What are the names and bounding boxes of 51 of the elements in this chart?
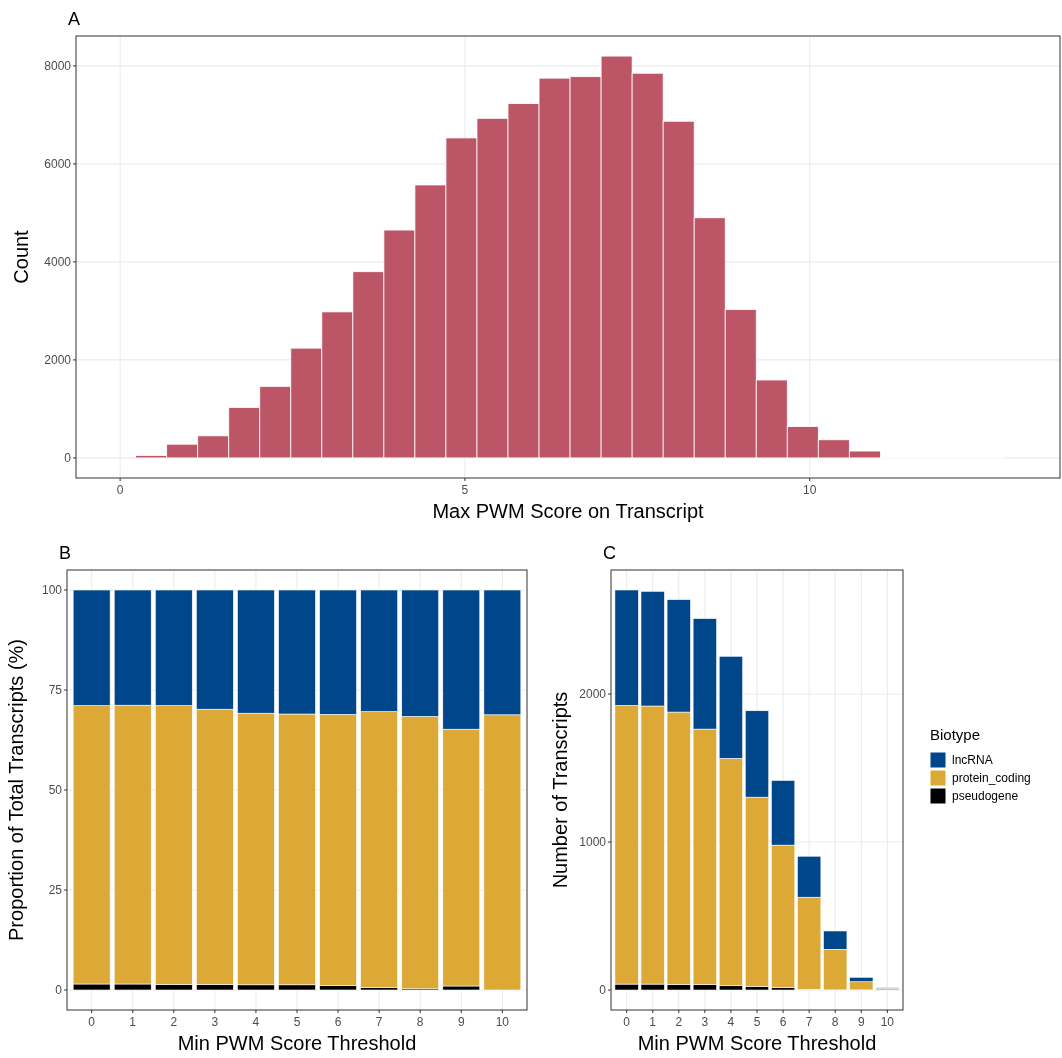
x-tick-label: 8 xyxy=(416,1015,424,1029)
x-tick-label: 8 xyxy=(831,1015,839,1029)
x-tick-label: 0 xyxy=(116,483,124,497)
y-tick-label: 2000 xyxy=(44,353,72,368)
x-tick-label: 1 xyxy=(129,1015,137,1029)
x-tick-label: 5 xyxy=(753,1015,761,1029)
y-tick-label: 75 xyxy=(48,683,63,698)
x-tick-label: 6 xyxy=(334,1015,342,1029)
x-tick-label: 5 xyxy=(293,1015,301,1029)
y-axis-title: Number of Transcripts xyxy=(549,691,571,889)
x-tick-label: 5 xyxy=(461,483,469,497)
y-axis-title: Count xyxy=(10,229,32,284)
x-tick-label: 9 xyxy=(857,1015,865,1029)
x-tick-label: 10 xyxy=(880,1015,895,1029)
y-tick-label: 1000 xyxy=(579,835,607,850)
y-tick-label: 6000 xyxy=(44,157,72,172)
x-tick-label: 10 xyxy=(495,1015,510,1029)
x-axis-title: Min PWM Score Threshold xyxy=(177,1032,417,1054)
y-tick-label: 50 xyxy=(48,783,63,798)
y-tick-label: 0 xyxy=(55,983,63,998)
chart-title: C xyxy=(603,543,616,563)
x-tick-label: 7 xyxy=(375,1015,383,1029)
x-tick-label: 7 xyxy=(805,1015,813,1029)
x-axis-title: Min PWM Score Threshold xyxy=(637,1032,877,1054)
y-tick-label: 4000 xyxy=(44,255,72,270)
legend-label: lncRNA xyxy=(952,753,993,768)
x-tick-label: 2 xyxy=(170,1015,178,1029)
legend-label: protein_coding xyxy=(952,771,1031,786)
x-tick-label: 3 xyxy=(211,1015,219,1029)
y-tick-label: 25 xyxy=(48,883,63,898)
x-tick-label: 3 xyxy=(701,1015,709,1029)
x-tick-label: 4 xyxy=(252,1015,260,1029)
legend-label: pseudogene xyxy=(952,789,1019,804)
x-tick-label: 9 xyxy=(457,1015,465,1029)
x-tick-label: 4 xyxy=(727,1015,735,1029)
legend-title: Biotype xyxy=(930,726,981,743)
chart-title: B xyxy=(59,543,72,563)
y-axis-title: Proportion of Total Transcripts (%) xyxy=(5,639,27,941)
x-axis-title: Max PWM Score on Transcript xyxy=(432,500,705,522)
x-tick-label: 2 xyxy=(675,1015,683,1029)
x-tick-label: 0 xyxy=(88,1015,96,1029)
y-tick-label: 8000 xyxy=(44,59,72,74)
y-tick-label: 100 xyxy=(41,583,63,598)
y-tick-label: 0 xyxy=(64,451,72,466)
x-tick-label: 10 xyxy=(803,483,817,497)
y-tick-label: 2000 xyxy=(579,687,607,702)
x-tick-label: 0 xyxy=(623,1015,631,1029)
chart-title: A xyxy=(68,9,81,29)
y-tick-label: 0 xyxy=(599,983,607,998)
x-tick-label: 6 xyxy=(779,1015,787,1029)
x-tick-label: 1 xyxy=(649,1015,657,1029)
